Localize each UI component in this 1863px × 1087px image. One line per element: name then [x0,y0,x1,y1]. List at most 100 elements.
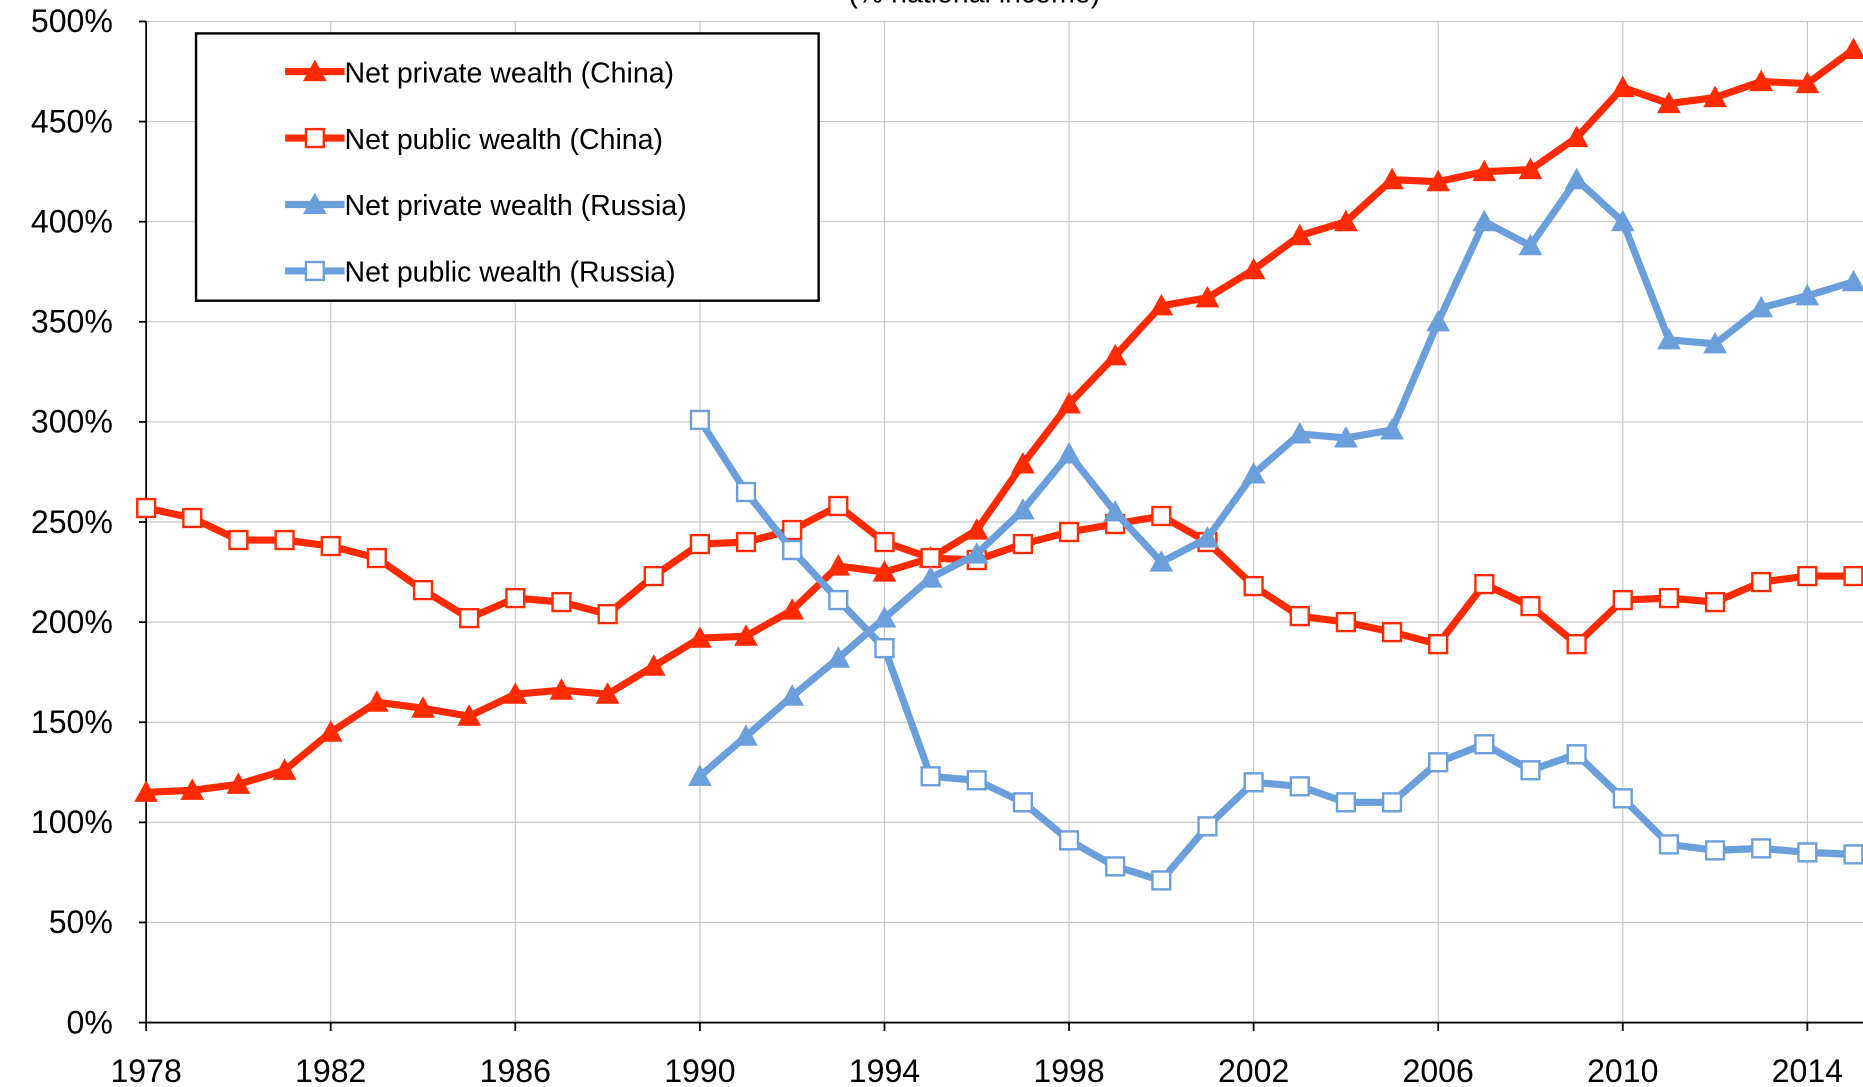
triangle-marker [872,606,897,628]
triangle-marker [1149,293,1174,316]
triangle-marker [364,690,389,712]
square-marker [1843,565,1863,587]
square-marker [366,547,387,569]
x-tick-label: 1978 [110,1053,181,1087]
series-line [696,417,1854,884]
square-marker [1335,792,1357,813]
triangle-marker [226,772,251,794]
triangle-marker [964,542,989,564]
y-tick-label: 0% [67,1004,113,1040]
square-marker [1289,776,1310,797]
square-marker [689,409,710,431]
triangle-marker [1380,167,1404,190]
y-tick-label: 50% [49,904,113,940]
legend-box [194,32,820,302]
triangle-marker [1472,209,1497,232]
square-marker [1474,734,1495,755]
square-marker [304,260,325,282]
y-tick-label: 300% [31,404,113,440]
triangle-marker [1564,125,1589,148]
triangle-marker [1657,91,1681,114]
triangle-marker [1103,500,1128,522]
triangle-marker [1518,157,1543,180]
triangle-marker [641,654,666,676]
triangle-marker [1287,421,1312,444]
square-marker [1566,744,1587,765]
square-marker [1381,792,1403,813]
triangle-marker [734,724,758,746]
x-tick-label: 2002 [1218,1053,1289,1087]
triangle-marker [1241,257,1266,280]
x-tick-label: 2006 [1403,1053,1474,1087]
triangle-marker [1518,233,1543,256]
square-marker [1612,589,1633,611]
square-marker [1012,792,1033,813]
triangle-marker [918,566,943,588]
square-marker [1797,842,1818,863]
y-tick-label: 250% [31,504,113,540]
triangle-marker [1380,417,1404,440]
triangle-marker [1195,526,1220,548]
triangle-marker [1841,269,1863,292]
square-marker [782,539,803,561]
triangle-marker [595,682,620,704]
triangle-marker [302,192,327,215]
square-marker [1658,587,1680,609]
square-marker [1843,844,1863,865]
triangle-marker [1426,309,1451,332]
x-tick-label: 1982 [295,1053,366,1087]
y-tick-label: 400% [31,203,113,239]
square-marker [136,497,157,519]
square-marker [1151,505,1172,527]
square-marker [320,535,341,557]
square-marker [735,531,757,553]
square-marker [1751,571,1772,593]
square-marker [597,603,618,625]
square-marker [1428,752,1449,773]
triangle-marker [457,704,482,726]
square-marker [1058,830,1080,851]
triangle-marker [503,682,528,704]
square-marker [920,547,941,569]
triangle-marker [964,518,989,540]
square-marker [1704,591,1726,613]
square-marker [1197,816,1218,837]
y-tick-label: 450% [31,103,113,139]
triangle-marker [687,764,712,786]
triangle-marker [180,778,205,800]
triangle-marker [1149,550,1174,572]
x-tick-label: 1990 [664,1053,735,1087]
legend-label: Net public wealth (China) [345,124,663,156]
triangle-marker [1241,462,1266,484]
triangle-marker [1426,169,1451,192]
square-marker [1704,840,1726,861]
triangle-marker [826,646,851,668]
square-marker [1105,856,1126,877]
square-marker [828,589,849,611]
triangle-marker [1657,327,1681,350]
square-marker [828,495,849,517]
triangle-marker [872,560,897,582]
square-marker [1520,760,1541,781]
triangle-marker [734,624,758,646]
square-marker [1058,521,1080,543]
square-marker [689,533,710,555]
triangle-marker [1472,159,1497,182]
series-line [697,176,1855,780]
triangle-marker [780,598,805,620]
square-marker [274,529,295,551]
triangle-marker [1795,283,1820,306]
square-marker [1012,533,1033,555]
triangle-marker [134,780,159,802]
triangle-marker [1011,452,1035,474]
square-marker [1243,575,1264,597]
y-tick-label: 150% [31,704,113,740]
square-marker [412,579,434,601]
square-marker [782,519,803,541]
triangle-marker [1841,37,1863,60]
y-tick-label: 500% [31,3,113,39]
square-marker [304,127,325,149]
triangle-marker [549,678,574,700]
triangle-marker [1703,85,1727,108]
triangle-marker [1287,223,1312,246]
